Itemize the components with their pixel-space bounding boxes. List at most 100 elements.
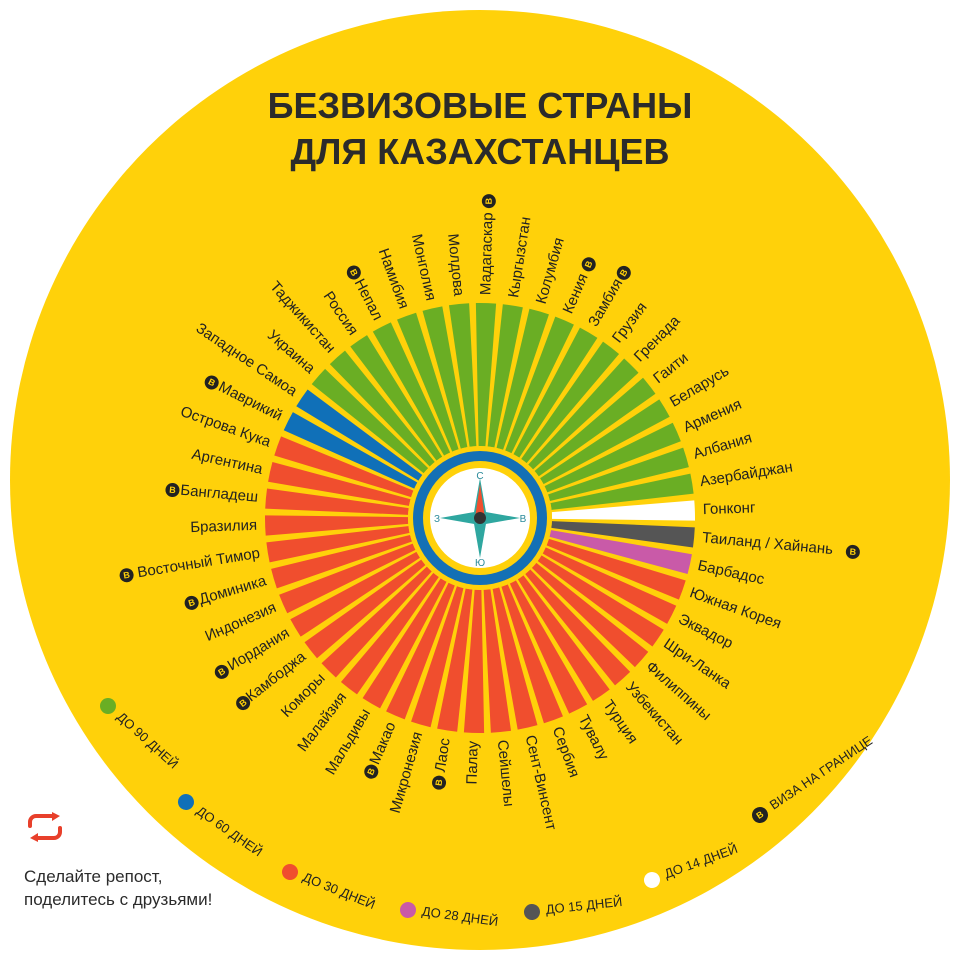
- country-wedges: [265, 302, 695, 733]
- wedge-12: [483, 589, 512, 733]
- visa-on-border-icon: В: [236, 696, 251, 711]
- visa-on-border-icon: В: [346, 265, 361, 280]
- wedge-6: [531, 562, 649, 668]
- visa-on-border-icon: В: [481, 194, 496, 209]
- country-label-14: Лаос В: [432, 737, 454, 790]
- wedge-16: [386, 582, 455, 720]
- svg-text:В: В: [618, 267, 630, 278]
- svg-text:В: В: [348, 267, 360, 278]
- svg-text:В: В: [583, 259, 595, 269]
- wedge-36: [422, 306, 468, 449]
- repost-icon[interactable]: [24, 812, 66, 842]
- visa-on-border-icon: В: [581, 257, 596, 272]
- country-label-25: Бразилия: [190, 517, 257, 536]
- wedge-2: [549, 530, 692, 575]
- legend-swatch: [644, 872, 660, 888]
- wedge-44: [528, 358, 639, 470]
- visa-on-border-icon: В: [616, 265, 631, 280]
- wedge-47: [544, 422, 681, 493]
- wedge-43: [521, 341, 620, 464]
- wedge-10: [501, 584, 563, 724]
- svg-text:В: В: [123, 570, 132, 581]
- wedge-5: [537, 555, 664, 647]
- wedge-48: [548, 447, 689, 501]
- country-name: Бразилия: [190, 517, 257, 536]
- wedge-30: [296, 389, 423, 481]
- wedge-20: [304, 559, 426, 659]
- visa-on-border-icon: В: [214, 664, 229, 679]
- compass-south-label: Ю: [475, 558, 485, 569]
- visa-on-border-icon: В: [364, 764, 379, 779]
- visa-on-border-icon: В: [165, 483, 180, 498]
- wedge-39: [487, 304, 523, 448]
- share-text[interactable]: Сделайте репост, поделитесь с друзьями!: [24, 867, 213, 909]
- visa-on-border-icon: [752, 807, 768, 823]
- visa-on-border-icon: В: [184, 595, 199, 610]
- country-name: Мадагаскар: [477, 212, 496, 295]
- wedge-42: [513, 327, 598, 458]
- title-line-1: БЕЗВИЗОВЫЕ СТРАНЫ: [268, 85, 693, 126]
- wedge-8: [517, 575, 610, 701]
- compass-east-label: В: [520, 514, 527, 525]
- wedge-49: [550, 473, 694, 510]
- wedge-0: [551, 500, 695, 521]
- legend-swatch: [400, 902, 416, 918]
- country-name: Молдова: [444, 233, 467, 298]
- legend-swatch: [524, 904, 540, 920]
- wedge-23: [271, 535, 412, 589]
- wedge-46: [540, 399, 670, 485]
- svg-text:В: В: [216, 666, 227, 678]
- legend-swatch: [100, 698, 116, 714]
- visa-on-border-icon: В: [845, 544, 860, 559]
- country-name: Палау: [464, 740, 482, 785]
- wedge-37: [448, 303, 477, 447]
- wedge-41: [505, 316, 574, 454]
- wedge-17: [362, 578, 447, 709]
- country-name: Лаос: [432, 737, 454, 774]
- country-name: Гонконг: [703, 499, 757, 518]
- compass-north-label: С: [476, 471, 483, 482]
- wedge-15: [411, 586, 464, 728]
- svg-text:В: В: [365, 766, 377, 776]
- country-label-12: Сейшелы: [494, 739, 517, 807]
- country-name: Бангладеш: [180, 482, 259, 506]
- wedge-21: [290, 551, 420, 637]
- svg-text:В: В: [207, 376, 218, 388]
- legend-swatch: [282, 864, 298, 880]
- country-name: Сейшелы: [494, 739, 517, 807]
- wedge-25: [265, 515, 409, 536]
- wedge-1: [551, 521, 695, 548]
- svg-text:В: В: [187, 597, 197, 609]
- country-label-0: Гонконг: [703, 499, 757, 518]
- wedge-18: [340, 572, 439, 695]
- share-block[interactable]: Сделайте репост, поделитесь с друзьями!: [24, 812, 234, 911]
- compass-west-label: З: [434, 514, 440, 525]
- wedge-31: [311, 368, 429, 474]
- country-label-38: Мадагаскар В: [477, 194, 497, 295]
- svg-text:В: В: [754, 809, 765, 821]
- wedge-27: [268, 461, 411, 506]
- wedge-13: [463, 589, 485, 733]
- wedge-28: [274, 436, 414, 498]
- wedge-22: [279, 543, 416, 614]
- wedge-19: [321, 566, 432, 678]
- visa-on-border-icon: В: [204, 375, 219, 390]
- wedge-45: [534, 377, 656, 477]
- country-label-13: Палау: [464, 740, 482, 785]
- title-line-2: ДЛЯ КАЗАХСТАНЦЕВ: [290, 131, 669, 172]
- svg-text:В: В: [484, 197, 494, 204]
- wedge-9: [509, 580, 588, 714]
- svg-text:В: В: [169, 485, 177, 496]
- wedge-14: [437, 588, 473, 732]
- country-label-37: Молдова: [444, 233, 467, 298]
- wedge-4: [542, 547, 677, 624]
- svg-text:В: В: [237, 697, 249, 709]
- wedge-33: [350, 335, 443, 461]
- wedge-38: [475, 302, 497, 447]
- wedge-29: [283, 412, 418, 489]
- legend-swatch: [178, 794, 194, 810]
- svg-text:В: В: [433, 778, 444, 786]
- visa-on-border-icon: В: [432, 775, 447, 790]
